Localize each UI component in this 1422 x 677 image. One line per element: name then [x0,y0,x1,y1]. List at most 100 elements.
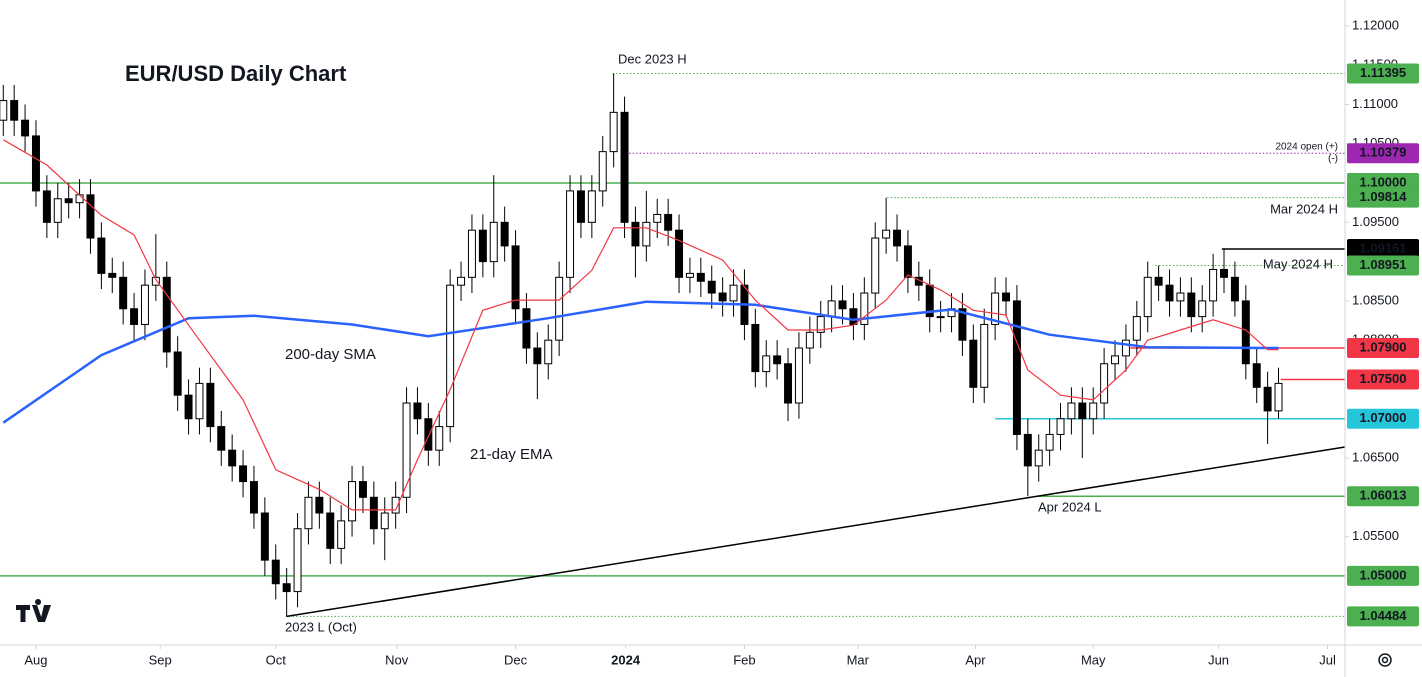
candle-body [511,245,520,310]
candle-body [566,190,575,278]
price-badge [1347,338,1419,359]
price-badge-label: 1.09161 [1360,240,1407,255]
candle-body [151,276,160,286]
candle-body [0,100,8,121]
candle-body [1154,276,1163,286]
candle-body [1132,316,1141,341]
candle-body [293,528,302,593]
candle-body [10,100,19,121]
x-tick-label: Jun [1208,652,1229,667]
candle-body [173,351,182,396]
candle-body [598,151,607,192]
candle-body [675,229,684,278]
candle-body [162,276,171,353]
x-tick-label: May [1081,652,1106,667]
chart-title: EUR/USD Daily Chart [125,61,347,86]
candle-body [533,347,542,365]
annotation: May 2024 H [1263,256,1333,271]
price-badge [1347,255,1419,276]
candle-body [239,465,248,483]
price-badge-label: 1.06013 [1360,488,1407,503]
candle-body [457,276,466,286]
candle-body [402,402,411,498]
candle-body [1045,433,1054,451]
annotation: Mar 2024 H [1270,201,1338,216]
price-badge-label: 1.09814 [1360,189,1408,204]
candle-body [391,496,400,514]
candle-body [620,111,629,223]
price-badge-label: 1.10000 [1360,174,1407,189]
candle-body [751,323,760,373]
candle-body [31,135,40,192]
candle-body [849,308,858,325]
price-badge [1347,606,1419,627]
candle-body [1121,339,1130,357]
price-badge [1347,369,1419,390]
x-tick-label: 2024 [611,652,641,667]
candle-body [718,292,727,302]
trendline [286,446,1346,618]
candle-body [217,426,226,451]
candle-body [119,276,128,310]
y-tick-label: 1.09500 [1352,214,1399,229]
candle-body [685,272,694,278]
x-tick-label: Apr [965,652,986,667]
candle-body [424,418,433,451]
candle-body [21,119,30,137]
candle-body [991,292,1000,325]
y-tick-label: 1.11000 [1352,96,1398,111]
price-badge [1347,238,1419,259]
candle-body [827,300,836,318]
candle-body [1143,276,1152,318]
price-badge-label: 1.11395 [1360,65,1406,80]
price-badge [1347,143,1419,164]
candle-body [784,363,793,404]
candle-body [478,229,487,263]
candle-body [1111,355,1120,365]
candle-body [53,198,62,223]
candle-body [249,481,258,514]
candle-body [86,194,95,239]
settings-icon[interactable] [1378,653,1392,667]
candle-body [206,382,215,428]
candle-body [1056,418,1065,435]
x-tick-label: Mar [847,652,870,667]
candle-body [794,347,803,404]
candle-body [1034,449,1043,467]
candle-body [980,323,989,388]
candle-body [108,272,117,278]
candle-body [42,190,51,223]
candle-body [489,221,498,263]
candle-body [762,355,771,373]
y-tick-label: 1.06500 [1352,449,1399,464]
series-label: 21-day EMA [470,446,553,463]
candle-body [413,402,422,420]
indicator-line [2,139,1279,511]
x-tick-label: Dec [504,652,528,667]
candle-body [653,213,662,223]
price-badge-label: 1.07500 [1360,371,1407,386]
x-tick-label: Aug [24,652,47,667]
candle-body [903,245,912,278]
candle-body [936,316,945,319]
y-tick-label: 1.08500 [1352,292,1399,307]
candle-body [642,221,651,247]
candle-body [97,237,106,274]
annotation: 2023 L (Oct) [285,619,357,634]
indicator-line [2,300,1279,424]
candle-body [555,276,564,341]
candle-body [500,221,509,247]
candle-body [882,229,891,239]
series-label: 200-day SMA [285,346,376,363]
candle-body [631,221,640,247]
candle-body [609,111,618,153]
candle-body [838,300,847,310]
plot-area [0,72,1346,618]
candle-body [195,382,204,420]
candle-body [446,284,455,428]
candle-body [1187,292,1196,318]
candle-body [707,280,716,294]
price-badge [1347,486,1419,507]
candle-body [773,355,782,365]
candle-body [729,284,738,302]
